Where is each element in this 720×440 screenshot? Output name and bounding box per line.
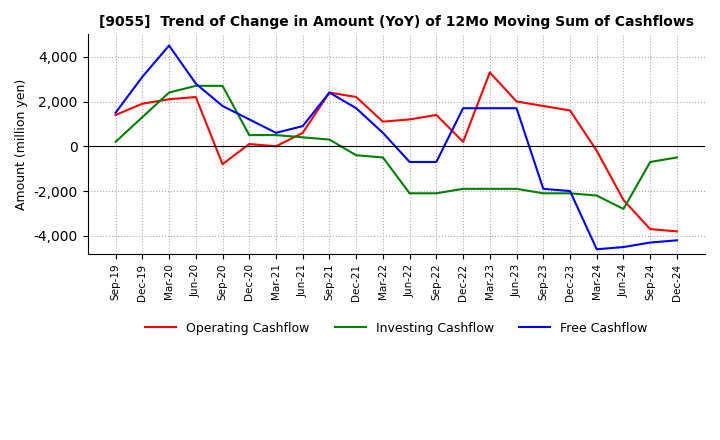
Free Cashflow [298, 124, 307, 129]
Free Cashflow [459, 106, 467, 111]
Investing Cashflow [459, 186, 467, 191]
Operating Cashflow [459, 139, 467, 144]
Free Cashflow [325, 90, 334, 95]
Free Cashflow [672, 238, 681, 243]
Operating Cashflow [566, 108, 575, 113]
Title: [9055]  Trend of Change in Amount (YoY) of 12Mo Moving Sum of Cashflows: [9055] Trend of Change in Amount (YoY) o… [99, 15, 694, 29]
Investing Cashflow [512, 186, 521, 191]
Investing Cashflow [646, 159, 654, 165]
Free Cashflow [218, 103, 227, 109]
Investing Cashflow [352, 153, 361, 158]
Operating Cashflow [593, 148, 601, 154]
Operating Cashflow [646, 227, 654, 232]
Investing Cashflow [165, 90, 174, 95]
Free Cashflow [512, 106, 521, 111]
Free Cashflow [379, 130, 387, 136]
Operating Cashflow [672, 229, 681, 234]
Operating Cashflow [539, 103, 548, 109]
Free Cashflow [352, 106, 361, 111]
Operating Cashflow [379, 119, 387, 124]
Line: Free Cashflow: Free Cashflow [116, 45, 677, 249]
Free Cashflow [138, 74, 147, 80]
Operating Cashflow [405, 117, 414, 122]
Free Cashflow [192, 81, 200, 86]
Investing Cashflow [405, 191, 414, 196]
Free Cashflow [593, 247, 601, 252]
Free Cashflow [165, 43, 174, 48]
Free Cashflow [646, 240, 654, 245]
Operating Cashflow [245, 141, 253, 147]
Operating Cashflow [298, 130, 307, 136]
Investing Cashflow [379, 155, 387, 160]
Operating Cashflow [138, 101, 147, 106]
Operating Cashflow [485, 70, 494, 75]
Operating Cashflow [271, 143, 280, 149]
Investing Cashflow [539, 191, 548, 196]
Operating Cashflow [325, 90, 334, 95]
Investing Cashflow [485, 186, 494, 191]
Investing Cashflow [192, 83, 200, 88]
Free Cashflow [405, 159, 414, 165]
Operating Cashflow [619, 198, 628, 203]
Line: Operating Cashflow: Operating Cashflow [116, 73, 677, 231]
Operating Cashflow [192, 95, 200, 100]
Investing Cashflow [218, 83, 227, 88]
Free Cashflow [245, 117, 253, 122]
Investing Cashflow [432, 191, 441, 196]
Y-axis label: Amount (million yen): Amount (million yen) [15, 78, 28, 210]
Operating Cashflow [112, 112, 120, 117]
Free Cashflow [432, 159, 441, 165]
Investing Cashflow [325, 137, 334, 142]
Free Cashflow [619, 244, 628, 249]
Investing Cashflow [138, 114, 147, 120]
Free Cashflow [566, 188, 575, 194]
Line: Investing Cashflow: Investing Cashflow [116, 86, 677, 209]
Operating Cashflow [218, 161, 227, 167]
Operating Cashflow [165, 97, 174, 102]
Investing Cashflow [593, 193, 601, 198]
Free Cashflow [539, 186, 548, 191]
Investing Cashflow [245, 132, 253, 138]
Investing Cashflow [619, 206, 628, 212]
Free Cashflow [271, 130, 280, 136]
Investing Cashflow [298, 135, 307, 140]
Free Cashflow [112, 110, 120, 115]
Investing Cashflow [672, 155, 681, 160]
Legend: Operating Cashflow, Investing Cashflow, Free Cashflow: Operating Cashflow, Investing Cashflow, … [140, 317, 652, 340]
Operating Cashflow [352, 95, 361, 100]
Investing Cashflow [112, 139, 120, 144]
Investing Cashflow [271, 132, 280, 138]
Operating Cashflow [432, 112, 441, 117]
Operating Cashflow [512, 99, 521, 104]
Free Cashflow [485, 106, 494, 111]
Investing Cashflow [566, 191, 575, 196]
